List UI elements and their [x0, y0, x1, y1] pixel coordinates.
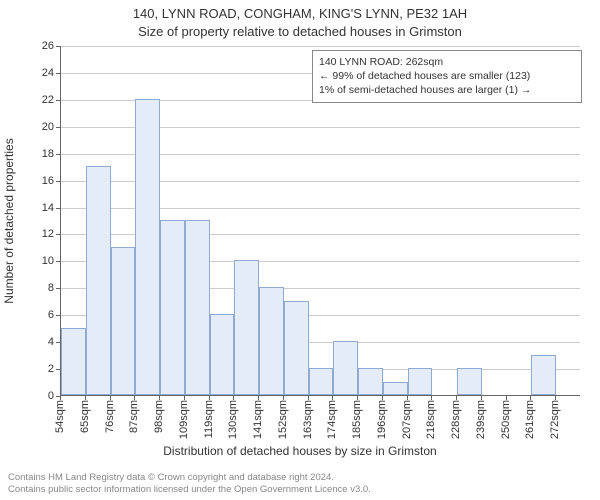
histogram-bar: [333, 341, 358, 395]
histogram-bar: [358, 368, 383, 395]
histogram-bar: [61, 328, 86, 395]
y-tick-label: 0: [24, 390, 54, 402]
x-tick-mark: [209, 396, 210, 400]
chart-title: 140, LYNN ROAD, CONGHAM, KING'S LYNN, PE…: [0, 6, 600, 21]
x-tick-mark: [530, 396, 531, 400]
y-tick-mark: [56, 46, 60, 47]
y-tick-mark: [56, 100, 60, 101]
x-tick-mark: [283, 396, 284, 400]
x-tick-label: 54sqm: [54, 400, 66, 433]
x-tick-label: 130sqm: [227, 400, 239, 439]
x-tick-mark: [332, 396, 333, 400]
histogram-bar: [408, 368, 433, 395]
x-axis-label: Distribution of detached houses by size …: [0, 444, 600, 458]
y-tick-mark: [56, 154, 60, 155]
histogram-bar: [111, 247, 136, 395]
y-tick-label: 24: [24, 67, 54, 79]
histogram-bar: [383, 382, 408, 395]
histogram-bar: [210, 314, 235, 395]
histogram-bar: [160, 220, 185, 395]
x-tick-label: 163sqm: [302, 400, 314, 439]
x-tick-mark: [407, 396, 408, 400]
x-tick-mark: [258, 396, 259, 400]
y-tick-mark: [56, 73, 60, 74]
x-tick-label: 65sqm: [79, 400, 91, 433]
legend-line-3: 1% of semi-detached houses are larger (1…: [319, 83, 575, 97]
y-tick-label: 14: [24, 202, 54, 214]
histogram-bar: [531, 355, 556, 395]
x-tick-label: 174sqm: [326, 400, 338, 439]
x-tick-label: 261sqm: [524, 400, 536, 439]
x-tick-mark: [506, 396, 507, 400]
footer-line-2: Contains public sector information licen…: [8, 484, 371, 496]
legend-line-2: ← 99% of detached houses are smaller (12…: [319, 69, 575, 83]
x-tick-mark: [555, 396, 556, 400]
histogram-bar: [86, 166, 111, 395]
footer-line-1: Contains HM Land Registry data © Crown c…: [8, 472, 371, 484]
y-tick-label: 18: [24, 148, 54, 160]
y-tick-mark: [56, 261, 60, 262]
legend-box: 140 LYNN ROAD: 262sqm ← 99% of detached …: [312, 50, 582, 103]
x-tick-label: 228sqm: [450, 400, 462, 439]
x-tick-mark: [382, 396, 383, 400]
x-tick-label: 141sqm: [252, 400, 264, 439]
x-tick-label: 119sqm: [203, 400, 215, 438]
x-tick-label: 196sqm: [376, 400, 388, 439]
chart-subtitle: Size of property relative to detached ho…: [0, 24, 600, 39]
y-tick-mark: [56, 369, 60, 370]
x-tick-label: 239sqm: [475, 400, 487, 439]
x-tick-label: 98sqm: [153, 400, 165, 433]
histogram-bar: [284, 301, 309, 395]
histogram-bar: [309, 368, 334, 395]
histogram-bar: [234, 260, 259, 395]
histogram-bar: [259, 287, 284, 395]
x-tick-mark: [85, 396, 86, 400]
x-tick-mark: [308, 396, 309, 400]
x-tick-label: 185sqm: [351, 400, 363, 439]
y-tick-label: 8: [24, 282, 54, 294]
y-tick-label: 12: [24, 228, 54, 240]
y-tick-mark: [56, 127, 60, 128]
histogram-bar: [185, 220, 210, 395]
y-tick-label: 22: [24, 94, 54, 106]
y-tick-mark: [56, 208, 60, 209]
x-tick-mark: [134, 396, 135, 400]
histogram-bar: [135, 99, 160, 395]
y-tick-mark: [56, 315, 60, 316]
x-tick-label: 152sqm: [277, 400, 289, 439]
x-tick-mark: [456, 396, 457, 400]
gridline: [61, 46, 580, 47]
y-tick-label: 6: [24, 309, 54, 321]
x-tick-label: 250sqm: [500, 400, 512, 439]
x-tick-mark: [481, 396, 482, 400]
page-root: { "title": "140, LYNN ROAD, CONGHAM, KIN…: [0, 0, 600, 500]
x-tick-label: 76sqm: [104, 400, 116, 433]
x-tick-label: 109sqm: [178, 400, 190, 439]
y-tick-label: 16: [24, 175, 54, 187]
y-tick-label: 10: [24, 255, 54, 267]
x-tick-label: 207sqm: [401, 400, 413, 439]
x-tick-mark: [357, 396, 358, 400]
y-tick-label: 20: [24, 121, 54, 133]
y-tick-label: 4: [24, 336, 54, 348]
legend-line-1: 140 LYNN ROAD: 262sqm: [319, 55, 575, 69]
footer: Contains HM Land Registry data © Crown c…: [8, 472, 371, 496]
y-tick-mark: [56, 181, 60, 182]
x-tick-mark: [233, 396, 234, 400]
x-tick-label: 272sqm: [549, 400, 561, 439]
x-tick-mark: [60, 396, 61, 400]
y-tick-label: 2: [24, 363, 54, 375]
x-tick-mark: [159, 396, 160, 400]
histogram-bar: [457, 368, 482, 395]
y-tick-mark: [56, 288, 60, 289]
x-tick-mark: [110, 396, 111, 400]
y-tick-mark: [56, 234, 60, 235]
x-tick-mark: [431, 396, 432, 400]
x-tick-label: 218sqm: [425, 400, 437, 439]
x-tick-mark: [184, 396, 185, 400]
y-axis-label: Number of detached properties: [2, 138, 16, 303]
x-tick-label: 87sqm: [128, 400, 140, 433]
y-tick-mark: [56, 342, 60, 343]
y-tick-label: 26: [24, 40, 54, 52]
